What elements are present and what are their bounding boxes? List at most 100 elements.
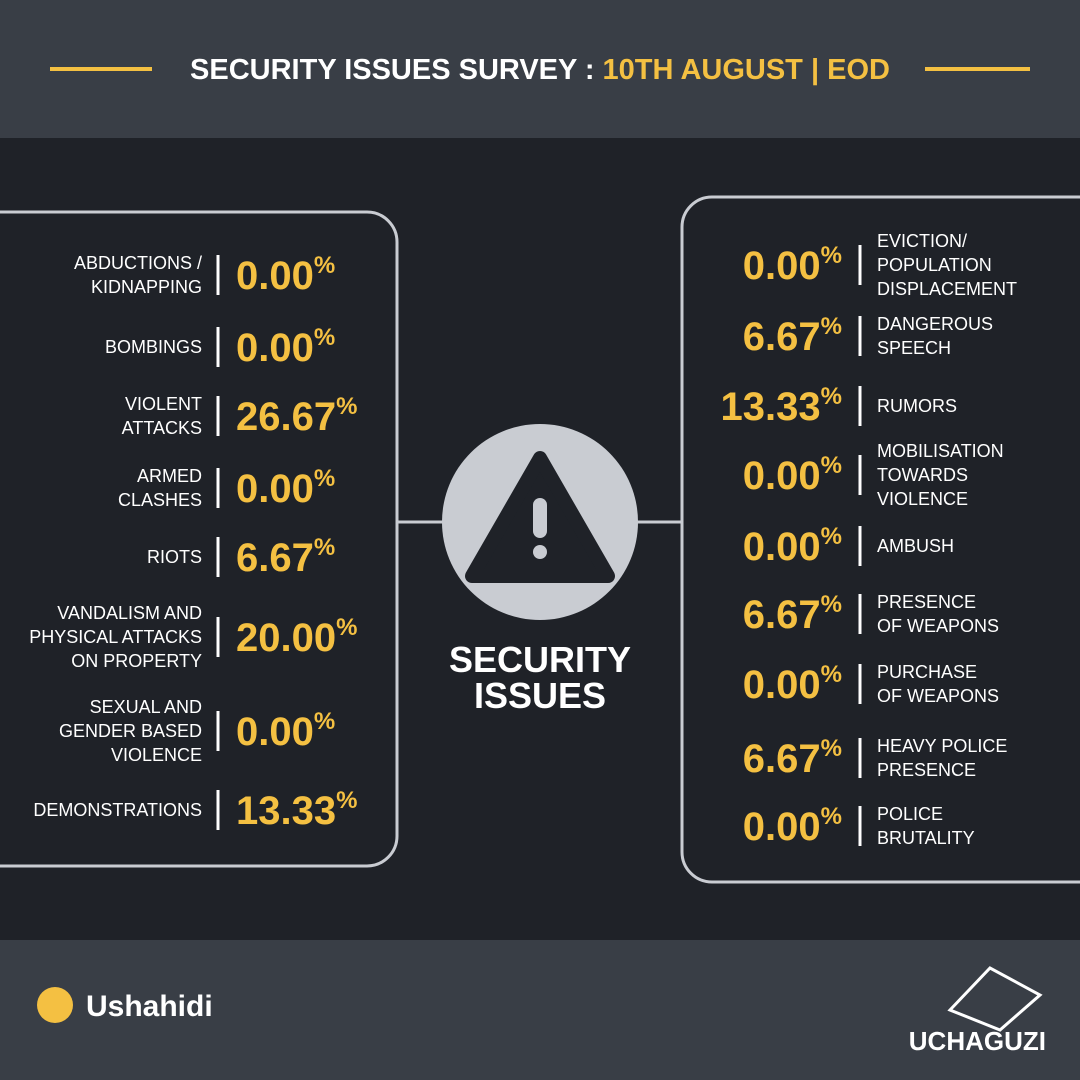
- center-line: SECURITY: [449, 639, 631, 680]
- label-line: RUMORS: [877, 396, 957, 416]
- label-line: EVICTION/: [877, 231, 967, 251]
- issue-value: 26.67%: [236, 393, 357, 439]
- issue-value: 0.00%: [743, 523, 842, 569]
- percent-value: 0.00: [236, 254, 314, 298]
- issue-value: 20.00%: [236, 614, 357, 660]
- label-line: PRESENCE: [877, 760, 976, 780]
- issue-value: 0.00%: [743, 242, 842, 288]
- issue-label: EVICTION/POPULATION DISPLACEMENT: [877, 231, 1017, 299]
- percent-sign: %: [314, 252, 335, 279]
- percent-sign: %: [314, 708, 335, 735]
- percent-value: 0.00: [743, 244, 821, 288]
- issue-value: 13.33%: [236, 787, 357, 833]
- percent-value: 6.67: [236, 536, 314, 580]
- percent-sign: %: [821, 591, 842, 618]
- issue-label: RUMORS: [877, 396, 957, 416]
- issue-label: DEMONSTRATIONS: [33, 800, 202, 820]
- issue-label: ARMED CLASHES: [118, 466, 202, 510]
- label-line: RIOTS: [147, 547, 202, 567]
- label-line: VIOLENCE: [111, 745, 202, 765]
- percent-sign: %: [314, 534, 335, 561]
- issue-label: RIOTS: [147, 547, 202, 567]
- left-panel: [0, 210, 399, 868]
- label-line: ABDUCTIONS /: [74, 253, 202, 273]
- warning-dot: [533, 545, 547, 559]
- issue-value: 0.00%: [236, 708, 335, 754]
- issue-label: AMBUSH: [877, 536, 954, 556]
- percent-value: 0.00: [743, 454, 821, 498]
- label-line: DANGEROUS: [877, 314, 993, 334]
- label-line: BOMBINGS: [105, 337, 202, 357]
- label-line: OF WEAPONS: [877, 686, 999, 706]
- label-line: SPEECH: [877, 338, 951, 358]
- label-line: KIDNAPPING: [91, 277, 202, 297]
- percent-value: 13.33: [236, 789, 336, 833]
- percent-sign: %: [821, 242, 842, 269]
- percent-sign: %: [821, 452, 842, 479]
- issue-value: 6.67%: [236, 534, 335, 580]
- percent-sign: %: [821, 661, 842, 688]
- percent-sign: %: [821, 523, 842, 550]
- label-line: TOWARDS: [877, 465, 968, 485]
- issue-label: ABDUCTIONS / KIDNAPPING: [74, 253, 202, 297]
- label-line: PRESENCE: [877, 592, 976, 612]
- header-band: [0, 0, 1080, 138]
- issue-value: 0.00%: [743, 661, 842, 707]
- percent-sign: %: [821, 313, 842, 340]
- issue-label: VANDALISM AND PHYSICAL ATTACKS ON PROPERTY: [29, 603, 202, 671]
- label-line: SEXUAL AND: [90, 697, 202, 717]
- label-line: GENDER BASED: [59, 721, 202, 741]
- center-line: ISSUES: [474, 675, 606, 716]
- label-line: PURCHASE: [877, 662, 977, 682]
- issue-value: 0.00%: [236, 465, 335, 511]
- label-line: VIOLENCE: [877, 489, 968, 509]
- label-line: AMBUSH: [877, 536, 954, 556]
- label-line: OF WEAPONS: [877, 616, 999, 636]
- issue-value: 6.67%: [743, 313, 842, 359]
- label-line: DISPLACEMENT: [877, 279, 1017, 299]
- issue-label: HEAVY POLICE PRESENCE: [877, 736, 1007, 780]
- label-line: ARMED: [137, 466, 202, 486]
- percent-value: 0.00: [236, 467, 314, 511]
- issue-value: 0.00%: [236, 324, 335, 370]
- label-line: PHYSICAL ATTACKS: [29, 627, 202, 647]
- label-line: VIOLENT: [125, 394, 202, 414]
- label-line: POLICE: [877, 804, 943, 824]
- percent-sign: %: [336, 787, 357, 814]
- date: 10TH AUGUST | EOD: [603, 54, 890, 86]
- issue-value: 0.00%: [743, 803, 842, 849]
- percent-value: 20.00: [236, 616, 336, 660]
- percent-sign: %: [821, 803, 842, 830]
- label-line: ON PROPERTY: [71, 651, 202, 671]
- percent-sign: %: [314, 324, 335, 351]
- label-line: DEMONSTRATIONS: [33, 800, 202, 820]
- percent-sign: %: [336, 393, 357, 420]
- issue-value: 6.67%: [743, 735, 842, 781]
- footer-band: [0, 940, 1080, 1080]
- ushahidi-logo: Ushahidi: [86, 990, 213, 1023]
- label-line: BRUTALITY: [877, 828, 975, 848]
- percent-sign: %: [821, 383, 842, 410]
- percent-value: 0.00: [743, 663, 821, 707]
- label-line: MOBILISATION: [877, 441, 1004, 461]
- percent-sign: %: [821, 735, 842, 762]
- center-title: SECURITY ISSUES: [449, 639, 631, 716]
- percent-value: 0.00: [236, 710, 314, 754]
- label-line: VANDALISM AND: [57, 603, 202, 623]
- percent-sign: %: [314, 465, 335, 492]
- issue-label: PRESENCE OF WEAPONS: [877, 592, 999, 636]
- label-line: CLASHES: [118, 490, 202, 510]
- percent-value: 0.00: [743, 805, 821, 849]
- header-title: SECURITY ISSUES SURVEY :10TH AUGUST | EO…: [190, 54, 890, 86]
- percent-value: 6.67: [743, 315, 821, 359]
- percent-value: 26.67: [236, 395, 336, 439]
- issue-label: PURCHASE OF WEAPONS: [877, 662, 999, 706]
- percent-value: 13.33: [721, 385, 821, 429]
- percent-sign: %: [336, 614, 357, 641]
- issue-label: DANGEROUS SPEECH: [877, 314, 993, 358]
- issue-value: 13.33%: [721, 383, 842, 429]
- issue-value: 6.67%: [743, 591, 842, 637]
- percent-value: 0.00: [236, 326, 314, 370]
- rows: ABDUCTIONS / KIDNAPPING 0.00% BOMBINGS 0.00%…: [29, 231, 1017, 849]
